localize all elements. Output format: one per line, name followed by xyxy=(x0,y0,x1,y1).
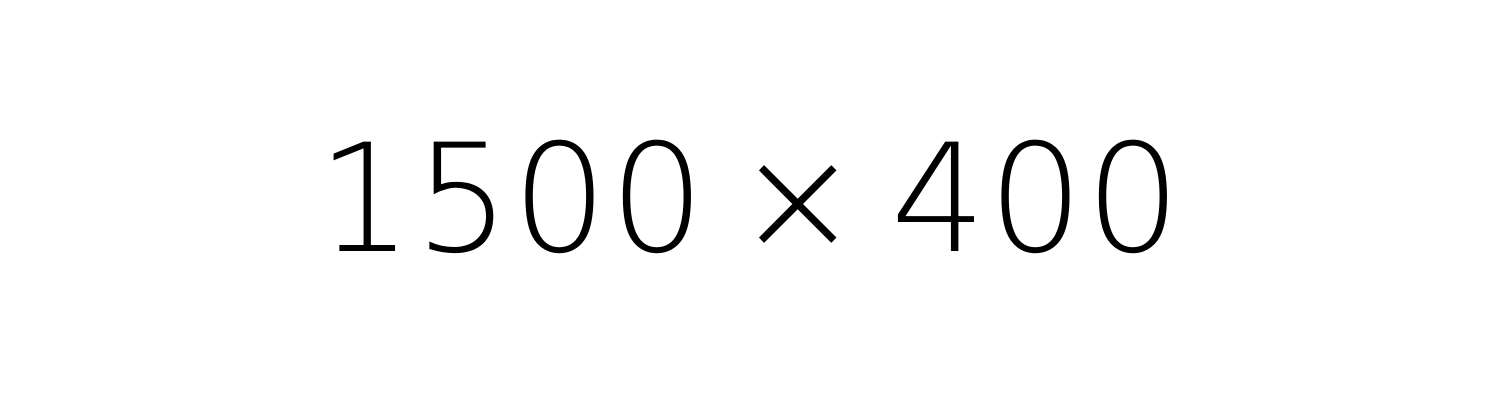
width-value: 1500 xyxy=(317,113,707,287)
height-value: 400 xyxy=(890,113,1183,287)
times-symbol: × xyxy=(734,113,863,287)
